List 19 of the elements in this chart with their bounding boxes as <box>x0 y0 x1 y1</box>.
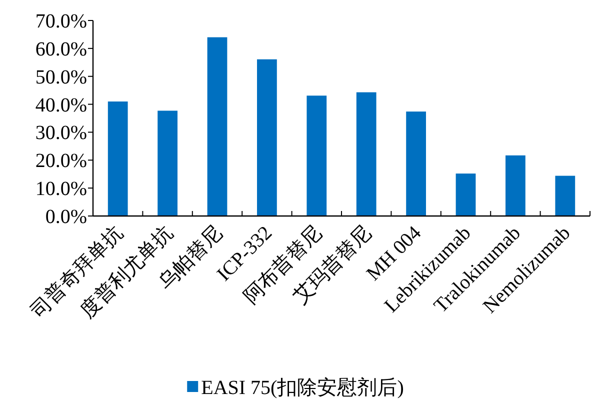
y-tick-label: 10.0% <box>35 178 87 200</box>
bar <box>257 59 277 216</box>
bar <box>207 37 228 216</box>
bar <box>506 155 526 216</box>
y-tick-label: 0.0% <box>45 206 87 228</box>
y-tick-label: 50.0% <box>35 66 87 88</box>
legend: EASI 75(扣除安慰剂后) <box>187 377 404 399</box>
y-tick-label: 60.0% <box>35 38 87 60</box>
bar <box>108 101 128 216</box>
bar <box>456 174 476 216</box>
bar <box>406 112 426 216</box>
y-tick-label: 40.0% <box>35 94 87 116</box>
y-tick-label: 70.0% <box>35 10 87 32</box>
bar <box>356 92 376 216</box>
bar <box>306 96 327 216</box>
y-tick-label: 30.0% <box>35 122 87 144</box>
bar <box>158 110 178 216</box>
bar <box>555 176 576 216</box>
y-tick-label: 20.0% <box>35 150 87 172</box>
